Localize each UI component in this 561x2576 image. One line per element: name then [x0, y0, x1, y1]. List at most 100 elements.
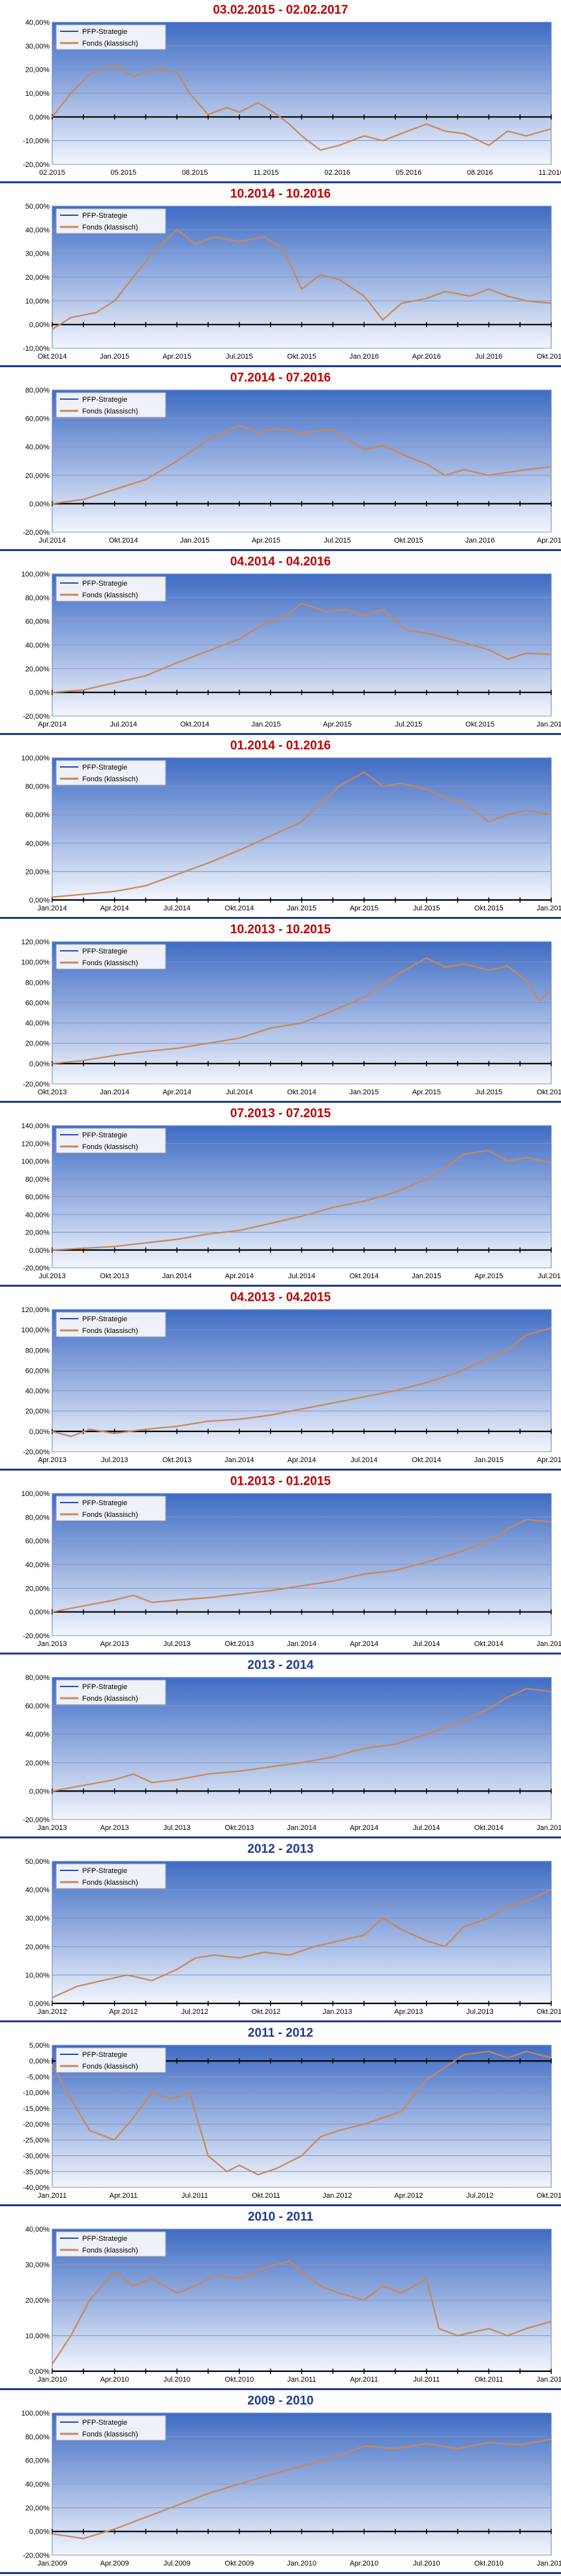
- y-tick-label: 0,00%: [29, 2368, 50, 2376]
- fund-series-line: [52, 2438, 552, 2539]
- x-tick-label: Jul.2015: [413, 905, 440, 912]
- chart-svg: -20,00% 0,00% 20,00% 40,00% 60,00% 80,00% 100,…: [22, 1306, 561, 1464]
- x-tick-label: Jul.2011: [413, 2376, 440, 2384]
- y-tick-label: 40,00%: [25, 2226, 50, 2234]
- chart-panel: 2011 - 2012 -40,00% -35,00% -30,00% -25,00% -…: [0, 2023, 561, 2207]
- y-tick-label: 10,00%: [25, 2333, 50, 2341]
- chart-svg: 0,00% 20,00% 40,00% 60,00% 80,00% 100,00% Jan.…: [22, 755, 561, 912]
- x-tick-label: Apr.2014: [162, 1088, 191, 1096]
- x-tick-label: Jan.2015: [100, 353, 129, 361]
- y-tick-label: 60,00%: [25, 1193, 50, 1201]
- fund-series-line: [52, 2050, 552, 2176]
- x-tick-label: Apr.2015: [350, 905, 378, 912]
- y-tick-label: 100,00%: [22, 755, 50, 762]
- x-tick-label: Apr.2012: [394, 2192, 423, 2200]
- legend-label: PFP-Strategie: [82, 1867, 127, 1875]
- y-tick-label: 20,00%: [25, 1040, 50, 1048]
- x-tick-label: Okt.2015: [394, 537, 423, 545]
- y-tick-label: 10,00%: [25, 297, 50, 305]
- fund-series-line: [52, 1518, 552, 1613]
- legend-label: PFP-Strategie: [82, 28, 127, 36]
- y-tick-label: 50,00%: [25, 1858, 50, 1866]
- x-tick-label: Okt.2012: [252, 2008, 281, 2016]
- legend-label: Fonds (klassisch): [82, 1511, 138, 1519]
- legend-label: Fonds (klassisch): [82, 408, 138, 415]
- fund-series-line: [52, 425, 552, 505]
- chart-title: 03.02.2015 - 02.02.2017: [213, 3, 348, 17]
- legend-label: PFP-Strategie: [82, 2419, 127, 2427]
- x-tick-label: Jul.2013: [466, 2008, 494, 2016]
- panel-divider: [0, 917, 561, 919]
- panel-divider: [0, 1469, 561, 1471]
- y-tick-label: 60,00%: [25, 1367, 50, 1375]
- y-tick-label: 80,00%: [25, 594, 50, 602]
- x-tick-label: 02.2015: [39, 169, 65, 177]
- y-tick-label: 30,00%: [25, 1915, 50, 1923]
- x-tick-label: Okt.2011: [252, 2192, 280, 2200]
- legend-label: PFP-Strategie: [82, 1499, 127, 1507]
- legend-box: [55, 1495, 166, 1521]
- legend-label: PFP-Strategie: [82, 948, 127, 955]
- y-tick-label: 40,00%: [25, 1561, 50, 1569]
- x-tick-label: Apr.2009: [100, 2560, 129, 2568]
- x-tick-label: Jan.2014: [100, 1088, 129, 1096]
- chart-svg: -10,00% 0,00% 10,00% 20,00% 30,00% 40,00% 50,0…: [23, 203, 561, 361]
- x-tick-label: Jul.2012: [466, 2192, 494, 2200]
- chart-title: 2013 - 2014: [247, 1658, 314, 1672]
- y-tick-label: 140,00%: [22, 1122, 50, 1130]
- y-tick-label: 0,00%: [29, 113, 50, 121]
- y-tick-label: 100,00%: [22, 959, 50, 966]
- x-tick-label: Apr.2013: [394, 2008, 423, 2016]
- y-tick-label: 120,00%: [22, 1306, 50, 1314]
- panel-divider: [0, 2572, 561, 2574]
- panel-divider: [0, 1285, 561, 1287]
- y-tick-label: 100,00%: [22, 1490, 50, 1498]
- x-tick-label: Okt.2014: [38, 353, 67, 361]
- x-tick-label: Apr.2011: [350, 2376, 378, 2384]
- x-tick-label: Apr.2014: [350, 1824, 378, 1832]
- x-tick-label: Okt.2012: [537, 2192, 561, 2200]
- y-tick-label: 20,00%: [25, 472, 50, 480]
- legend-label: PFP-Strategie: [82, 1683, 127, 1691]
- x-tick-label: Apr.2015: [323, 721, 352, 728]
- x-tick-label: Okt.2014: [180, 721, 209, 728]
- y-tick-label: 80,00%: [25, 1514, 50, 1521]
- x-tick-label: Jul.2016: [476, 353, 503, 361]
- panel-divider: [0, 2204, 561, 2206]
- y-tick-label: 0,00%: [29, 897, 50, 905]
- y-tick-label: 20,00%: [25, 1760, 50, 1767]
- legend: PFP-Strategie Fonds (klassisch): [55, 392, 166, 418]
- chart-title: 2011 - 2012: [247, 2026, 314, 2040]
- x-tick-label: Jul.2014: [38, 537, 66, 545]
- legend-box: [55, 1679, 166, 1705]
- panel-divider: [0, 2020, 561, 2022]
- legend-label: Fonds (klassisch): [82, 2063, 138, 2071]
- legend-label: Fonds (klassisch): [82, 2247, 138, 2254]
- legend-label: PFP-Strategie: [82, 2235, 127, 2243]
- y-tick-label: 100,00%: [22, 1158, 50, 1166]
- chart-title: 2012 - 2013: [247, 1842, 314, 1856]
- x-tick-label: Jul.2014: [226, 1088, 253, 1096]
- x-tick-label: Jul.2013: [101, 1456, 129, 1464]
- y-tick-label: 60,00%: [25, 1538, 50, 1546]
- x-tick-label: Jul.2015: [538, 1272, 561, 1280]
- x-tick-label: Okt.2015: [537, 1088, 561, 1096]
- legend-label: PFP-Strategie: [82, 1131, 127, 1139]
- legend: PFP-Strategie Fonds (klassisch): [55, 576, 166, 602]
- legend-box: [55, 944, 166, 970]
- x-tick-label: 11.2015: [253, 169, 279, 177]
- x-tick-label: Okt.2010: [225, 2376, 254, 2384]
- chart-panel: 04.2013 - 04.2015 -20,00% 0,00% 20,00% 40,00…: [0, 1287, 561, 1471]
- x-tick-label: Jul.2009: [163, 2560, 190, 2568]
- x-tick-label: Apr.2012: [109, 2008, 138, 2016]
- x-tick-label: Jul.2014: [350, 1456, 378, 1464]
- x-tick-label: Jan.2014: [162, 1272, 192, 1280]
- x-tick-label: Apr.2015: [162, 353, 191, 361]
- y-tick-label: 120,00%: [22, 1140, 50, 1148]
- y-tick-label: 30,00%: [25, 42, 50, 50]
- fund-series-line: [52, 229, 552, 330]
- legend-box: [55, 1863, 166, 1889]
- legend-label: Fonds (klassisch): [82, 592, 138, 599]
- legend: PFP-Strategie Fonds (klassisch): [55, 1495, 166, 1521]
- legend-box: [55, 2415, 166, 2441]
